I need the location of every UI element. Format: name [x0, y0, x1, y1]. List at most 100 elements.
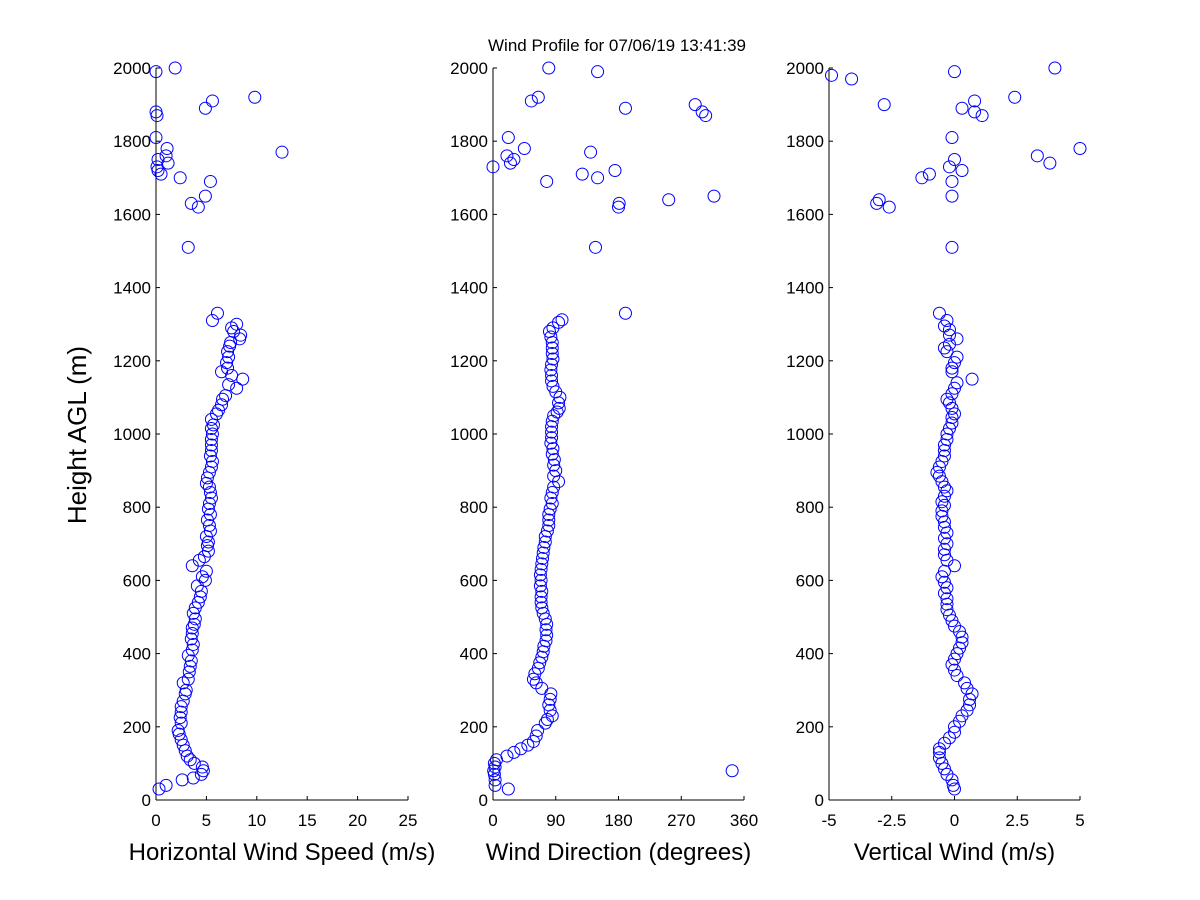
direction-data-point [540, 712, 554, 726]
vertical-data-point [948, 652, 961, 666]
vertical-data-point [968, 105, 982, 119]
speed-data-point [174, 700, 188, 714]
speed-data-point [203, 508, 217, 522]
speed-y-tick-label: 0 [142, 791, 151, 810]
vertical-data-point [935, 495, 949, 509]
speed-data-point [236, 372, 250, 386]
direction-data-point [501, 782, 515, 796]
direction-data-point [531, 90, 545, 104]
speed-x-tick-label: 5 [202, 811, 211, 830]
speed-data-point [184, 196, 198, 210]
direction-data-point [552, 315, 566, 329]
direction-x-axis-label: Wind Direction (degrees) [486, 839, 751, 866]
speed-data-point [185, 643, 199, 657]
speed-data-point [201, 544, 215, 558]
direction-data-point [542, 513, 556, 527]
speed-data-point [203, 449, 217, 463]
vertical-data-point [940, 314, 954, 328]
vertical-data-point [955, 630, 969, 644]
speed-data-point [202, 497, 216, 511]
vertical-data-point [932, 751, 946, 765]
vertical-data-point [945, 387, 959, 401]
speed-data-point [173, 711, 187, 725]
vertical-data-point [945, 658, 959, 672]
speed-data-point [159, 149, 173, 163]
direction-data-point [524, 94, 538, 108]
speed-data-point [191, 200, 205, 214]
speed-data-point [225, 368, 239, 382]
direction-data-point [543, 502, 557, 516]
vertical-data-point [932, 306, 946, 320]
speed-data-point [187, 617, 201, 631]
direction-data-point [503, 156, 517, 170]
vertical-x-tick-label: -2.5 [877, 811, 906, 830]
speed-data-point [205, 314, 219, 328]
vertical-data-point [930, 465, 944, 479]
direction-data-point [517, 142, 531, 156]
direction-data-point [550, 405, 564, 419]
direction-y-tick-label: 2000 [450, 59, 488, 78]
speed-data-point [186, 606, 200, 620]
vertical-data-point [937, 480, 951, 494]
direction-data-point [507, 745, 521, 759]
direction-data-point [555, 313, 569, 327]
speed-data-point [184, 632, 198, 646]
vertical-data-point [948, 407, 961, 421]
direction-data-point [534, 590, 548, 604]
vertical-data-point [937, 449, 951, 463]
speed-data-point [149, 105, 163, 119]
vertical-data-point [877, 98, 891, 112]
horizontal-wind-speed-panel: 0 200 400 600 800 1000 1200 1400 1600 1800 2000 0 5 1… [113, 59, 435, 866]
direction-data-point [531, 723, 545, 737]
speed-data-point [187, 756, 201, 770]
vertical-data-point [940, 581, 954, 595]
vertical-data-point [882, 200, 896, 214]
direction-y-tick-label: 1800 [450, 132, 488, 151]
vertical-data-point [937, 319, 951, 333]
vertical-x-tick-label: 5 [1075, 811, 1084, 830]
vertical-data-point [937, 531, 951, 545]
speed-x-tick-label: 0 [151, 811, 160, 830]
vertical-data-point [937, 575, 951, 589]
vertical-data-point [948, 381, 961, 395]
direction-data-point [544, 363, 558, 377]
vertical-y-tick-label: 1800 [786, 132, 824, 151]
speed-data-point [179, 683, 193, 697]
direction-data-point [618, 101, 632, 115]
direction-x-tick-label: 180 [604, 811, 632, 830]
vertical-data-point [955, 163, 969, 177]
speed-data-point [151, 153, 165, 166]
direction-y-tick-label: 600 [460, 571, 488, 590]
speed-data-point [198, 101, 212, 115]
vertical-data-point [942, 328, 956, 342]
vertical-data-point [955, 101, 969, 115]
direction-data-point [725, 764, 739, 778]
wind-direction-panel: 0 200 400 600 800 1000 1200 1400 1600 1800 2000 0 90… [450, 59, 758, 866]
direction-y-tick-label: 1200 [450, 352, 488, 371]
direction-data-point [534, 595, 548, 609]
direction-data-point [707, 189, 721, 203]
vertical-data-point [940, 767, 954, 781]
direction-data-point [695, 105, 709, 119]
speed-y-tick-label: 1200 [113, 352, 151, 371]
speed-y-tick-label: 1400 [113, 279, 151, 298]
speed-data-point [203, 174, 217, 188]
speed-y-tick-label: 400 [123, 645, 151, 664]
vertical-data-point [950, 376, 964, 390]
speed-data-point [221, 361, 235, 375]
vertical-y-tick-label: 1600 [786, 205, 824, 224]
speed-data-point [175, 773, 189, 787]
direction-data-point [488, 778, 502, 792]
direction-data-point [584, 145, 598, 159]
direction-y-tick-label: 1000 [450, 425, 488, 444]
direction-data-point [545, 447, 559, 461]
direction-y-tick-label: 1400 [450, 279, 488, 298]
direction-data-point [545, 346, 559, 360]
direction-data-point [500, 749, 514, 763]
vertical-x-tick-label: 2.5 [1005, 811, 1029, 830]
speed-data-point [204, 460, 218, 474]
vertical-data-point [870, 196, 884, 210]
vertical-y-tick-label: 2000 [786, 59, 824, 78]
vertical-data-point [1048, 61, 1062, 75]
